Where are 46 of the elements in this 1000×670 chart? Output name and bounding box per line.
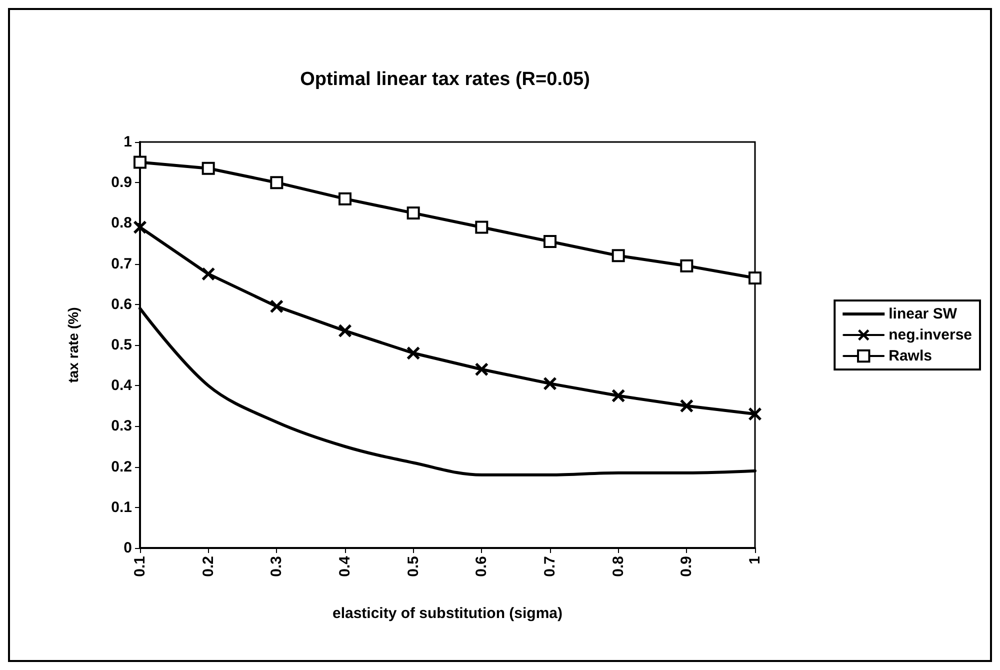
y-tick-label: 0.5: [111, 336, 132, 354]
y-tick-label: 0.4: [111, 377, 133, 394]
point: [134, 220, 146, 234]
point: [748, 272, 762, 285]
point: [338, 192, 352, 206]
point: [202, 267, 215, 280]
y-tick-label: 0.7: [111, 255, 132, 272]
y-axis-title: tax rate (%): [65, 307, 81, 383]
x-tick-label: 0.2: [200, 556, 217, 577]
y-tick-label: 0.6: [111, 296, 132, 313]
point: [612, 389, 625, 402]
y-tick-label: 0.3: [111, 418, 132, 435]
x-tick-label: 0.9: [678, 556, 696, 577]
point: [134, 156, 146, 169]
x-tick-label: 0.3: [268, 556, 286, 577]
legend-label: Rawls: [888, 348, 932, 364]
point: [406, 346, 420, 360]
x-tick-label: 0.7: [542, 556, 558, 577]
point: [475, 220, 488, 234]
point: [338, 324, 352, 338]
y-tick-label: 0.1: [111, 498, 132, 516]
legend-label: linear SW: [888, 306, 958, 322]
x-tick-label: 1: [746, 556, 764, 564]
y-tick-label: 0: [124, 540, 132, 556]
chart-title: Optimal linear tax rates (R=0.05): [300, 69, 590, 90]
point: [748, 408, 762, 421]
x-tick-label: 0.6: [473, 556, 490, 577]
legend-label: neg.inverse: [888, 326, 972, 344]
x-axis-title: elasticity of substitution (sigma): [332, 605, 563, 622]
point: [544, 234, 556, 248]
y-tick-label: 0.8: [111, 214, 132, 232]
y-tick-label: 1: [124, 134, 132, 150]
point: [406, 206, 420, 220]
point: [612, 249, 625, 262]
point: [475, 362, 488, 376]
point: [680, 259, 694, 272]
point: [680, 399, 694, 412]
point: [270, 176, 284, 190]
point: [544, 377, 556, 390]
x-tick-label: 0.8: [610, 556, 627, 577]
y-tick-label: 0.9: [111, 174, 132, 192]
x-tick-label: 0.5: [404, 556, 422, 577]
point: [202, 162, 215, 175]
y-tick-label: 0.2: [111, 458, 132, 476]
point: [270, 300, 284, 313]
x-tick-label: 0.4: [336, 555, 354, 577]
